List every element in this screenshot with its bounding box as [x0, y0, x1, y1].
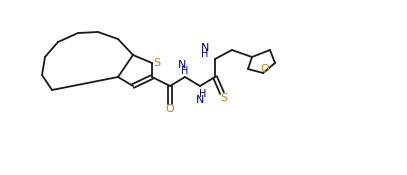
- Text: H: H: [201, 49, 209, 59]
- Text: O: O: [166, 104, 174, 114]
- Text: N: N: [178, 60, 186, 70]
- Text: H: H: [181, 66, 189, 76]
- Text: H: H: [199, 89, 207, 99]
- Text: S: S: [153, 58, 161, 68]
- Text: N: N: [196, 95, 204, 105]
- Text: N: N: [201, 43, 209, 53]
- Text: O: O: [260, 64, 269, 74]
- Text: S: S: [221, 93, 228, 103]
